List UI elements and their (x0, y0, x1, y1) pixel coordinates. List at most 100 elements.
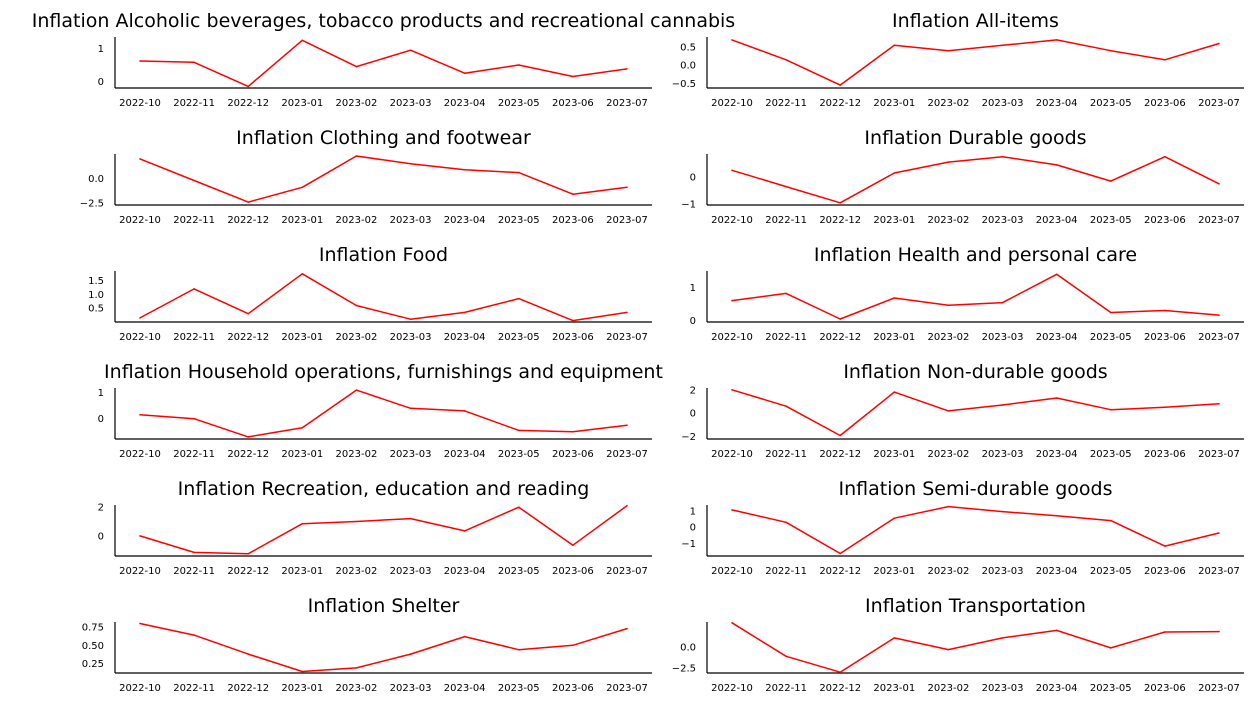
data-point (139, 535, 141, 537)
y-tick-label: 0 (690, 409, 696, 420)
data-point (463, 410, 466, 412)
subplot-title: Inflation Durable goods (864, 127, 1086, 149)
subplot-2: Inflation Clothing and footwear −2.5 0.0 20… (80, 127, 652, 226)
y-tick-label: 0 (98, 77, 104, 88)
data-point (1218, 532, 1220, 534)
x-tick-label: 2023-02 (928, 98, 970, 109)
data-point (731, 169, 733, 172)
x-tick-label: 2023-05 (1090, 332, 1132, 343)
x-tick-label: 2023-05 (498, 215, 540, 226)
x-tick-label: 2022-11 (173, 215, 215, 226)
x-tick-label: 2023-01 (873, 98, 915, 109)
x-tick-label: 2023-02 (928, 566, 970, 577)
data-point (1001, 44, 1004, 47)
subplot-title: Inflation Recreation, education and read… (178, 478, 590, 500)
x-tick-label: 2023-05 (498, 449, 540, 460)
data-point (355, 304, 358, 307)
x-tick-label: 2023-04 (444, 449, 486, 460)
data-point (626, 68, 628, 70)
x-tick-label: 2023-03 (390, 215, 432, 226)
subplot-11: Inflation Transportation −2.5 0.0 2022-10 20… (672, 595, 1244, 694)
data-point (355, 65, 358, 68)
data-point (463, 72, 466, 74)
data-point (518, 648, 520, 651)
x-tick-label: 2022-12 (227, 566, 269, 577)
x-tick-label: 2023-04 (444, 98, 486, 109)
x-tick-label: 2023-06 (552, 683, 594, 694)
data-point (839, 318, 841, 320)
x-tick-label: 2023-01 (873, 449, 915, 460)
data-point (1164, 545, 1166, 547)
x-tick-label: 2023-05 (1090, 98, 1132, 109)
data-point (1110, 49, 1112, 52)
x-tick-label: 2022-10 (119, 683, 161, 694)
x-tick-label: 2023-06 (1144, 98, 1186, 109)
data-point (839, 552, 841, 555)
data-point (1001, 301, 1004, 304)
x-tick-label: 2023-04 (1036, 332, 1078, 343)
x-tick-label: 2023-04 (444, 215, 486, 226)
data-point (1055, 629, 1058, 632)
x-tick-label: 2023-03 (390, 683, 432, 694)
data-point (409, 653, 412, 655)
data-point (139, 414, 141, 416)
x-tick-label: 2023-06 (552, 566, 594, 577)
x-tick-label: 2022-10 (119, 449, 161, 460)
x-tick-label: 2023-03 (390, 332, 432, 343)
x-tick-label: 2022-11 (173, 566, 215, 577)
x-tick-label: 2022-11 (765, 566, 807, 577)
subplot-title: Inflation Health and personal care (814, 244, 1137, 266)
data-point (626, 504, 628, 507)
data-point (893, 637, 896, 639)
data-point (947, 49, 950, 52)
y-tick-label: 0.75 (82, 623, 104, 634)
x-tick-label: 2023-03 (982, 683, 1024, 694)
data-point (893, 297, 896, 299)
x-tick-label: 2023-03 (390, 98, 432, 109)
series-line (139, 39, 628, 88)
data-point (1218, 314, 1220, 316)
x-tick-label: 2023-02 (336, 98, 378, 109)
y-tick-label: 0.25 (82, 659, 104, 670)
data-point (518, 506, 520, 509)
x-tick-label: 2022-10 (711, 98, 753, 109)
data-point (785, 59, 787, 61)
x-tick-label: 2023-06 (552, 98, 594, 109)
y-tick-label: 1.5 (88, 276, 104, 287)
data-point (1218, 183, 1220, 185)
subplot-10: Inflation Shelter 0.25 0.50 0.75 2022-10 2022… (82, 595, 652, 694)
x-tick-label: 2023-01 (873, 566, 915, 577)
data-point (193, 288, 195, 290)
data-point (463, 530, 466, 532)
y-tick-label: 0 (98, 414, 104, 425)
y-tick-label: 0.0 (680, 643, 696, 654)
data-point (893, 44, 896, 47)
data-point (839, 202, 841, 204)
x-tick-label: 2022-10 (711, 332, 753, 343)
x-tick-label: 2023-02 (336, 449, 378, 460)
data-point (731, 389, 733, 391)
subplot-title: Inflation Household operations, furnishi… (104, 361, 663, 383)
subplot-7: Inflation Non-durable goods −2 0 2 2022-10 20… (681, 361, 1244, 460)
series-line (731, 622, 1220, 673)
x-tick-label: 2023-03 (390, 449, 432, 460)
x-tick-label: 2023-02 (928, 449, 970, 460)
x-tick-label: 2023-02 (336, 566, 378, 577)
y-tick-label: −1 (681, 200, 696, 211)
x-tick-label: 2023-06 (1144, 449, 1186, 460)
data-point (355, 520, 358, 523)
data-point (409, 163, 412, 165)
subplot-title: Inflation Alcoholic beverages, tobacco p… (32, 10, 735, 32)
series-line (139, 155, 628, 203)
x-tick-label: 2022-10 (119, 215, 161, 226)
data-point (1001, 510, 1004, 513)
data-point (409, 517, 412, 520)
data-point (626, 627, 628, 630)
data-point (626, 186, 628, 189)
x-tick-label: 2022-12 (819, 683, 861, 694)
data-point (301, 522, 304, 525)
x-tick-label: 2023-03 (982, 98, 1024, 109)
x-tick-label: 2023-06 (552, 332, 594, 343)
y-tick-label: 0.5 (88, 304, 104, 315)
x-tick-label: 2022-12 (227, 683, 269, 694)
